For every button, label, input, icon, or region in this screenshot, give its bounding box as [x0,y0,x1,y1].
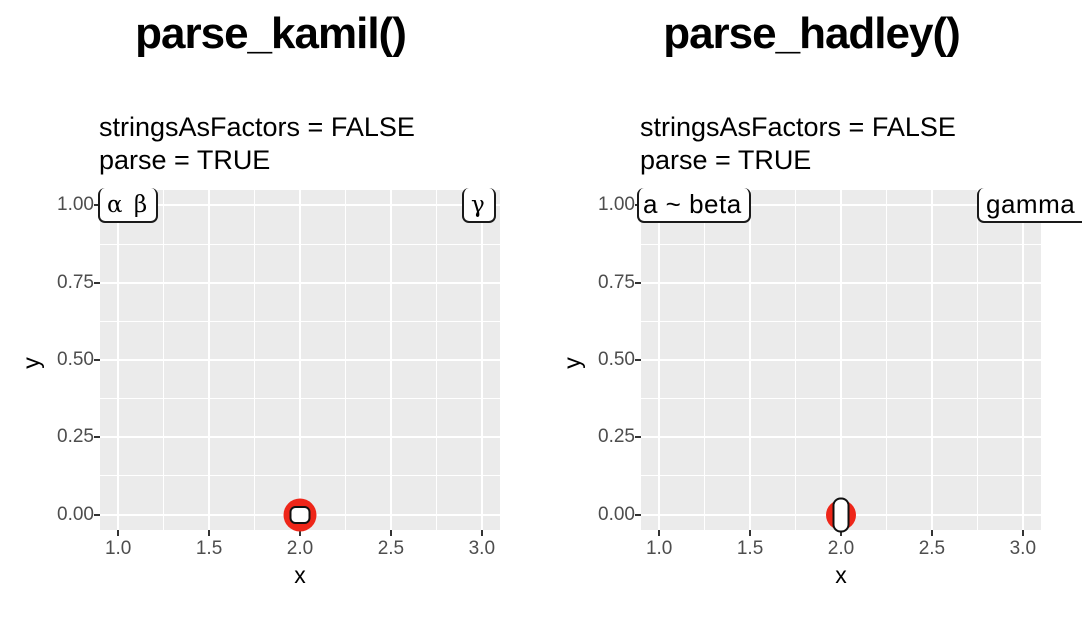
x-tick-mark [480,530,483,536]
x-tick-label: 3.0 [468,538,496,559]
gridline-major-h [100,359,500,361]
x-tick-mark [749,530,752,536]
y-tick-mark [635,513,641,516]
x-tick-label: 1.5 [736,538,764,559]
x-tick-mark [389,530,392,536]
x-tick-label: 2.5 [377,538,405,559]
x-tick-label: 3.0 [1009,538,1037,559]
x-tick-label: 1.5 [195,538,223,559]
y-tick-mark [635,359,641,361]
gridline-major-h [641,436,1041,439]
x-axis-title: x [835,562,847,588]
x-tick-label: 2.0 [286,538,314,559]
plot-subtitle: stringsAsFactors = FALSE parse = TRUE [640,111,956,177]
subtitle-line-2: parse = TRUE [640,145,812,175]
annotation-label-gamma: γ [462,188,496,223]
y-tick-mark [635,281,641,284]
y-tick-mark [94,513,100,516]
plot-panel [641,190,1041,530]
x-tick-mark [117,530,120,536]
x-tick-mark [208,530,211,536]
point-label-box [289,505,311,524]
y-tick-label: 1.00 [57,194,94,216]
annotation-label-a-tilde-beta: a ~ beta [637,188,751,223]
x-tick-label: 1.0 [104,538,132,559]
gridline-major-h [641,204,1041,207]
x-tick-label: 2.0 [827,538,855,559]
subtitle-line-1: stringsAsFactors = FALSE [640,112,956,142]
subtitle-line-1: stringsAsFactors = FALSE [99,112,415,142]
y-tick-label: 0.75 [57,271,94,293]
gridline-major-h [100,204,500,207]
gridline-major-h [100,281,500,284]
y-tick-label: 0.50 [598,349,635,370]
x-tick-mark [930,530,933,536]
gridline-major-h [641,281,1041,284]
gridline-major-h [641,359,1041,361]
x-axis-title: x [294,562,306,588]
y-tick-mark [635,436,641,439]
y-tick-label: 0.75 [598,271,635,293]
y-tick-mark [94,436,100,439]
y-tick-mark [94,281,100,284]
annotation-label-gamma: gamma [977,188,1082,223]
y-tick-label: 0.50 [57,349,94,370]
y-tick-label: 0.00 [598,503,635,525]
y-tick-label: 0.25 [598,426,635,448]
y-tick-label: 1.00 [598,194,635,216]
y-tick-label: 0.00 [57,503,94,525]
x-tick-label: 2.5 [918,538,946,559]
x-tick-label: 1.0 [645,538,673,559]
plot-panel [100,190,500,530]
subtitle-line-2: parse = TRUE [99,145,271,175]
plot-parse-hadley: parse_hadley() stringsAsFactors = FALSE … [541,0,1082,624]
plot-title: parse_kamil() [135,9,407,58]
gridline-major-h [100,436,500,439]
y-tick-mark [94,359,100,361]
y-tick-label: 0.25 [57,426,94,448]
plot-parse-kamil: parse_kamil() stringsAsFactors = FALSE p… [18,9,500,588]
x-tick-mark [840,530,842,536]
plot-subtitle: stringsAsFactors = FALSE parse = TRUE [99,111,415,177]
x-tick-mark [1021,530,1024,536]
plot-title: parse_hadley() [663,9,961,58]
x-tick-mark [658,530,661,536]
x-tick-mark [299,530,301,536]
annotation-label-alpha-beta: α β [98,188,159,223]
point-label-box [832,497,850,533]
y-tick-mark [94,204,100,207]
